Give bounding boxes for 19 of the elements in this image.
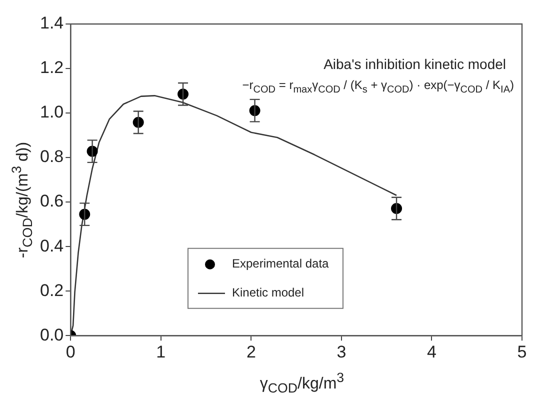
y-tick-label: 1.2 xyxy=(40,58,64,78)
legend-label: Experimental data xyxy=(232,256,330,271)
annotation: Aiba's inhibition kinetic model xyxy=(324,56,506,72)
x-tick-label: 4 xyxy=(426,342,436,362)
y-tick-label: 0.8 xyxy=(40,147,64,166)
x-axis-title: γ$_{COD}$/kg/m$^{3}$ xyxy=(258,370,346,396)
y-tick-label: 0.4 xyxy=(40,236,64,256)
x-tick-label: 5 xyxy=(517,342,527,362)
y-tick-label: 0.2 xyxy=(40,280,64,300)
y-tick-label: 0.6 xyxy=(40,192,64,211)
y-tick-label: 0.0 xyxy=(40,325,64,344)
text: −r$_{COD}$ = r$_{max}$γ$_{COD}$ / (K$_{s}$ + γ$_{COD}$) · exp(−γ$_{COD}$ / K$_{IA}$) xyxy=(242,78,514,96)
x-tick-label: 0 xyxy=(66,342,76,362)
y-tick-label: 1.0 xyxy=(40,102,64,122)
legend-label: Kinetic model xyxy=(232,286,304,300)
x-tick-label: 2 xyxy=(246,342,256,362)
x-tick-label: 1 xyxy=(156,342,166,362)
y-tick-label: 1.4 xyxy=(40,14,64,33)
x-tick-label: 3 xyxy=(336,342,346,362)
